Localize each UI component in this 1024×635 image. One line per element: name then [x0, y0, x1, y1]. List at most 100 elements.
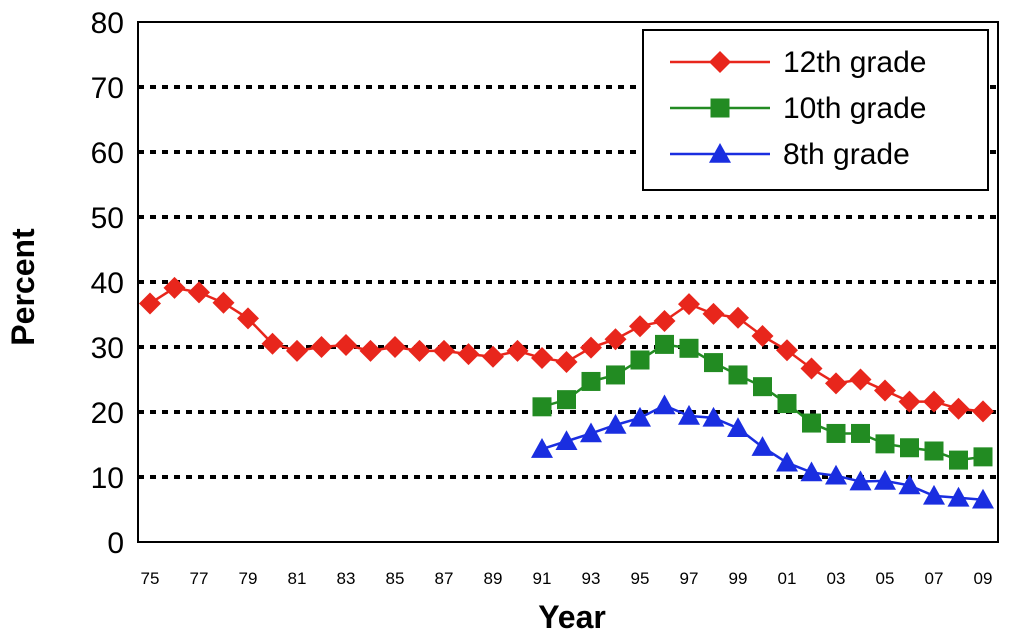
diamond-marker — [825, 372, 847, 395]
y-tick-label: 60 — [91, 137, 124, 170]
series-square — [532, 334, 993, 470]
x-tick-label: 75 — [141, 569, 160, 588]
square-marker — [753, 377, 772, 397]
square-marker — [630, 350, 650, 370]
diamond-marker — [286, 339, 308, 362]
diamond-marker — [629, 315, 651, 338]
triangle-marker — [972, 488, 994, 509]
diamond-marker — [898, 390, 921, 413]
diamond-marker — [457, 343, 480, 366]
square-marker — [802, 413, 821, 433]
triangle-marker — [702, 406, 725, 427]
diamond-marker — [702, 302, 725, 325]
y-tick-label: 0 — [107, 527, 124, 560]
square-marker — [581, 371, 601, 391]
diamond-marker — [261, 332, 284, 355]
square-marker — [606, 365, 625, 385]
diamond-marker — [874, 379, 896, 402]
triangle-marker — [604, 414, 627, 434]
triangle-marker — [800, 461, 823, 482]
diamond-marker — [482, 345, 504, 368]
diamond-marker — [188, 281, 210, 304]
diamond-marker — [384, 336, 406, 358]
diamond-marker — [604, 328, 627, 351]
triangle-marker — [678, 404, 700, 425]
x-tick-label: 01 — [778, 569, 797, 588]
x-tick-label: 85 — [386, 569, 405, 588]
y-axis-ticks: 0 10 20 30 40 50 60 70 80 — [91, 7, 124, 560]
diamond-marker — [163, 276, 186, 299]
triangle-marker — [555, 430, 578, 451]
diamond-marker — [678, 293, 700, 316]
diamond-marker — [531, 347, 553, 370]
square-marker — [851, 423, 870, 443]
series-layer — [139, 276, 994, 509]
triangle-marker — [629, 406, 651, 427]
triangle-marker — [580, 422, 602, 443]
x-tick-label: 03 — [827, 569, 846, 588]
square-marker — [710, 98, 730, 118]
x-axis-title: Year — [538, 599, 606, 635]
square-marker — [728, 365, 748, 385]
x-tick-label: 05 — [876, 569, 895, 588]
x-axis-ticks: 75 77 79 81 83 85 87 89 91 93 95 97 99 01 03 05 07 09 — [141, 569, 993, 588]
diamond-marker — [212, 291, 235, 314]
triangle-marker — [751, 436, 774, 456]
square-marker — [679, 338, 699, 358]
diamond-marker — [727, 306, 749, 329]
diamond-marker — [923, 390, 945, 413]
diamond-marker — [310, 336, 333, 358]
diamond-marker — [776, 339, 798, 362]
y-tick-label: 40 — [91, 267, 124, 300]
square-marker — [655, 334, 674, 354]
x-tick-label: 91 — [533, 569, 552, 588]
diamond-marker — [408, 339, 431, 362]
x-tick-label: 81 — [288, 569, 307, 588]
square-marker — [777, 394, 797, 414]
square-marker — [557, 390, 576, 410]
x-tick-label: 99 — [729, 569, 748, 588]
diamond-marker — [709, 51, 731, 73]
legend-label: 8th grade — [783, 138, 910, 171]
legend-box — [642, 29, 989, 191]
legend-label: 12th grade — [783, 46, 926, 79]
y-tick-label: 30 — [91, 332, 124, 365]
x-tick-label: 93 — [582, 569, 601, 588]
x-tick-label: 83 — [337, 569, 356, 588]
series-triangle — [531, 394, 994, 509]
diamond-marker — [237, 307, 259, 330]
square-marker — [875, 434, 895, 454]
y-tick-label: 80 — [91, 7, 124, 40]
square-marker — [532, 397, 552, 417]
y-tick-label: 70 — [91, 72, 124, 105]
x-tick-label: 79 — [239, 569, 258, 588]
diamond-marker — [800, 357, 823, 380]
triangle-marker — [776, 451, 798, 472]
diamond-marker — [139, 292, 161, 315]
legend: 12th grade 10th grade 8th grade — [642, 29, 989, 191]
square-marker — [949, 450, 968, 470]
square-marker — [924, 441, 944, 461]
x-tick-label: 89 — [484, 569, 503, 588]
square-marker — [900, 438, 919, 458]
diamond-marker — [751, 324, 774, 347]
square-marker — [704, 353, 723, 373]
square-marker — [826, 423, 846, 443]
x-tick-label: 07 — [925, 569, 944, 588]
triangle-marker — [531, 438, 553, 458]
x-tick-label: 87 — [435, 569, 454, 588]
y-tick-label: 50 — [91, 202, 124, 235]
diamond-marker — [580, 336, 602, 359]
triangle-marker — [874, 469, 896, 490]
triangle-marker — [898, 474, 921, 495]
diamond-marker — [335, 334, 357, 357]
diamond-marker — [849, 368, 872, 391]
legend-label: 10th grade — [783, 92, 926, 125]
diamond-marker — [972, 400, 994, 423]
plot-area — [137, 21, 999, 543]
triangle-marker — [923, 484, 945, 505]
triangle-marker — [947, 486, 970, 507]
diamond-marker — [555, 350, 578, 373]
diamond-marker — [359, 339, 382, 362]
